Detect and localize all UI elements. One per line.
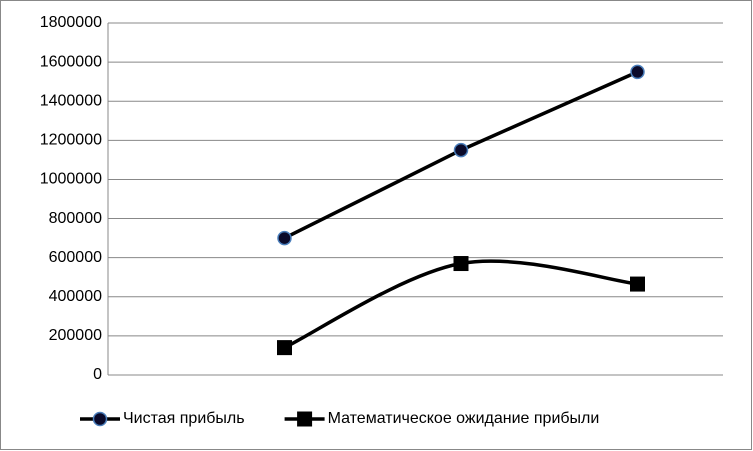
y-tick-label: 400000 [49,288,102,305]
y-tick-label: 1000000 [40,171,102,188]
legend-label: Чистая прибыль [123,410,245,427]
y-tick-label: 1600000 [40,53,102,70]
y-tick-label: 1200000 [40,132,102,149]
y-tick-label: 800000 [49,210,102,227]
y-tick-label: 200000 [49,327,102,344]
data-point [277,230,292,246]
y-tick-label: 1400000 [40,92,102,109]
legend-marker [297,411,313,427]
y-tick-label: 1800000 [40,14,102,31]
data-point [630,276,645,292]
y-tick-label: 0 [93,366,102,383]
data-point [453,256,469,272]
y-tick-label: 600000 [49,249,102,266]
data-point [277,340,292,356]
legend-label: Математическое ожидание прибыли [328,410,600,427]
data-point [630,64,645,80]
legend-marker [92,411,108,427]
data-point [453,142,469,158]
